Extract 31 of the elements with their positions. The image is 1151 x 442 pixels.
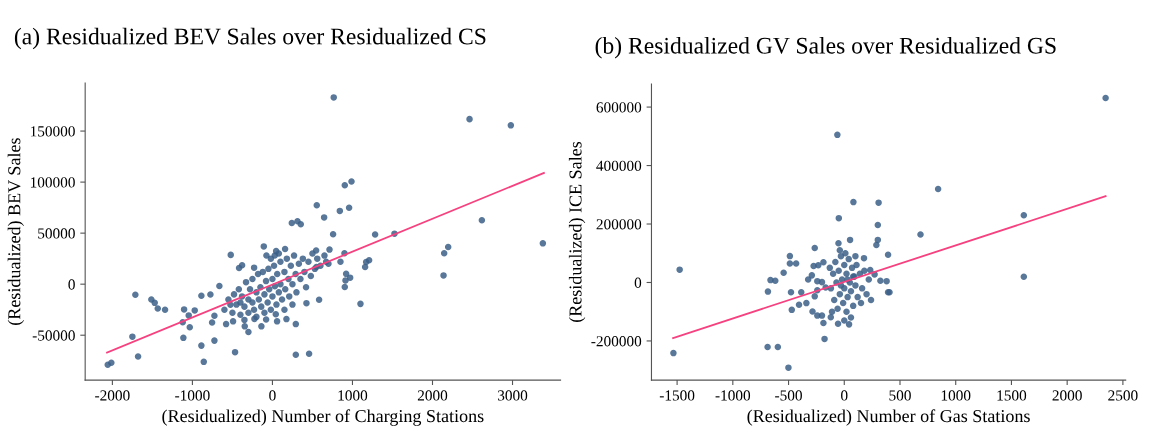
y-tick-label: 0 [68, 279, 75, 290]
y-tick-label: -200000 [591, 336, 642, 347]
y-tick-label: 50000 [38, 228, 75, 239]
x-tick-label: -500 [775, 390, 802, 401]
y-tick-label: 0 [634, 277, 642, 288]
x-tick-label: 2000 [1052, 390, 1082, 401]
y-tick-label: 400000 [596, 160, 642, 171]
x-tick-label: 1500 [997, 390, 1027, 401]
x-tick-label: 2500 [1108, 390, 1138, 401]
y-tick-label: -50000 [32, 330, 75, 341]
y-tick-label: 100000 [30, 177, 75, 188]
x-tick-label: 1000 [941, 390, 971, 401]
x-tick-label: 2000 [417, 390, 448, 401]
x-tick-label: 1000 [338, 390, 368, 401]
y-axis-title: (Residualized) ICE Sales [568, 141, 586, 323]
y-tick-label: 200000 [596, 219, 642, 230]
x-axis-title: (Residualized) Number of Charging Stations [162, 409, 484, 426]
y-axis-title: (Residualized) BEV Sales [7, 138, 25, 325]
x-tick-label: 3000 [497, 390, 528, 401]
chart-title: (a) Residualized BEV Sales over Residualized CS [14, 27, 486, 50]
y-tick-label: 600000 [596, 102, 642, 113]
x-tick-label: -1000 [175, 390, 210, 401]
x-tick-label: -1000 [715, 390, 751, 401]
x-tick-label: 0 [269, 390, 276, 401]
x-tick-label: -1500 [659, 390, 695, 401]
x-tick-label: 500 [889, 390, 911, 401]
chart-title: (b) Residualized GV Sales over Residualized GS [595, 37, 1056, 59]
x-axis-title: (Residualized) Number of Gas Stations [747, 409, 1030, 426]
y-tick-label: 150000 [30, 126, 75, 137]
x-tick-label: -2000 [95, 390, 130, 401]
x-tick-label: 0 [841, 390, 848, 401]
